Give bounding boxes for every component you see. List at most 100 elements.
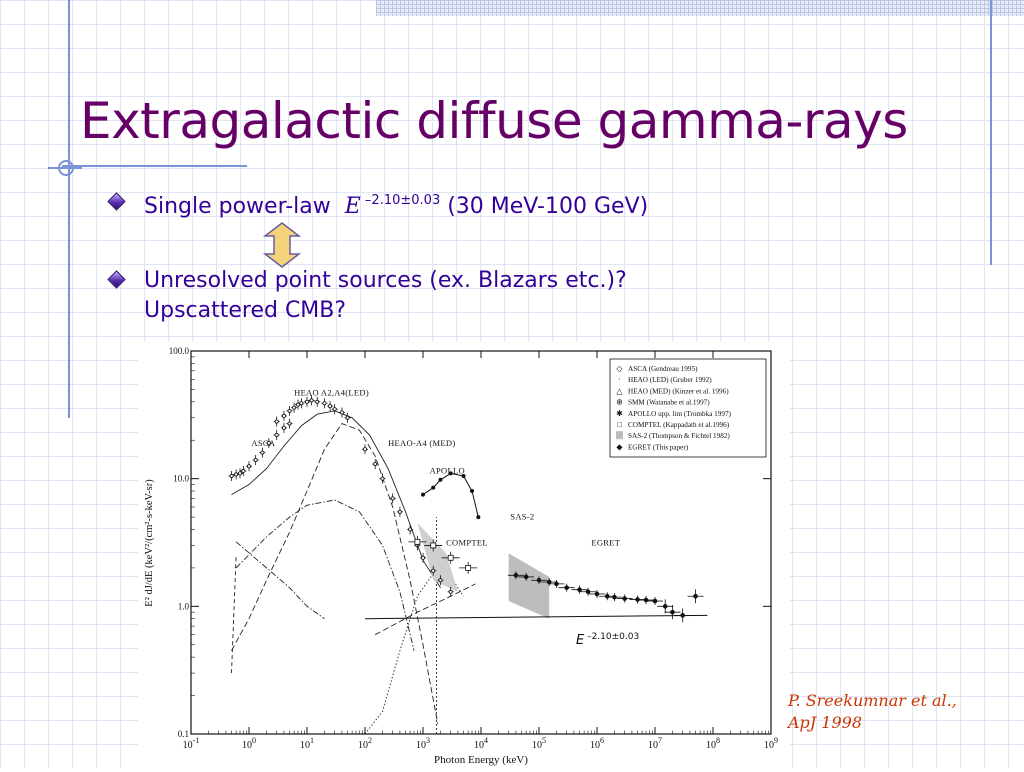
energy-range: (30 MeV-100 GeV) <box>440 194 649 219</box>
data-point <box>577 587 582 592</box>
data-point <box>373 462 378 467</box>
data-point <box>431 485 436 490</box>
x-axis-label: Photon Energy (keV) <box>434 754 528 766</box>
legend-label: EGRET (This paper) <box>628 443 689 451</box>
series-heao-med- <box>362 444 454 597</box>
data-point <box>523 574 529 580</box>
data-point <box>585 589 591 595</box>
data-point <box>304 399 309 404</box>
data-point <box>260 450 265 455</box>
series-heao-led- <box>273 395 351 427</box>
chart-annotation: COMPTEL <box>446 537 488 547</box>
y-tick-label: 100.0 <box>169 346 190 356</box>
legend-box <box>609 358 767 458</box>
data-point <box>465 565 472 571</box>
data-point <box>309 398 314 403</box>
citation-line2: ApJ 1998 <box>788 713 863 732</box>
series-egret <box>507 571 704 623</box>
data-point <box>438 578 443 583</box>
data-point <box>438 477 443 482</box>
dashed-model-curve <box>231 423 439 724</box>
data-point <box>513 573 519 578</box>
x-tick-label: 101 <box>300 736 314 751</box>
data-point <box>554 581 559 587</box>
x-tick-label: 105 <box>532 736 546 751</box>
legend-label: APOLLO upp. lim (Trombka 1997) <box>628 410 732 418</box>
x-tick-label: 108 <box>706 736 720 751</box>
data-point <box>635 597 640 602</box>
data-point <box>390 496 395 501</box>
data-point <box>693 593 698 599</box>
data-point <box>652 598 658 604</box>
dashed-low-curve <box>231 555 237 674</box>
data-point <box>362 447 367 452</box>
data-point <box>332 407 337 412</box>
chart-annotation: ASCA <box>251 438 275 448</box>
data-point <box>299 401 304 406</box>
legend-symbol: · <box>618 375 621 384</box>
data-point <box>461 473 466 478</box>
series-asca <box>228 418 293 481</box>
data-point <box>536 577 542 583</box>
y-tick-label: 0.1 <box>178 729 189 739</box>
data-point <box>266 441 271 446</box>
data-point <box>420 555 425 560</box>
right-vertical-rule <box>990 0 992 265</box>
data-point <box>564 585 569 590</box>
data-point <box>345 415 350 420</box>
power-law-exponent: –2.10±0.03 <box>360 193 441 208</box>
legend-symbol: □ <box>617 420 622 429</box>
legend-symbol: ◇ <box>616 364 623 373</box>
data-point <box>281 413 286 418</box>
data-point <box>380 476 385 481</box>
data-point <box>421 492 425 497</box>
chart-annotation: EGRET <box>591 537 620 547</box>
power-law-exponent-label: –2.10±0.03 <box>584 632 639 642</box>
legend-label: SMM (Watanabe et al.1997) <box>628 399 710 407</box>
legend-symbol: ✱ <box>616 409 623 418</box>
data-point <box>431 568 436 573</box>
title-underline <box>62 165 247 167</box>
data-point <box>339 410 344 415</box>
double-arrow-icon <box>262 222 302 268</box>
power-law-symbol: E <box>576 633 585 648</box>
legend-symbol <box>616 431 623 440</box>
power-law-fit-line <box>364 614 708 620</box>
bullet-power-law: Single power-law E –2.10±0.03 (30 MeV-10… <box>144 186 648 222</box>
data-point <box>274 432 279 437</box>
bullet-power-law-prefix: Single power-law <box>144 194 345 219</box>
slide-title: Extragalactic diffuse gamma-rays <box>80 92 908 150</box>
data-point <box>253 458 258 463</box>
data-point <box>322 401 327 406</box>
legend-label: HEAO (LED) (Gruber 1992) <box>628 376 712 384</box>
series-comptel <box>408 535 478 574</box>
x-tick-label: 109 <box>764 736 778 751</box>
data-point <box>546 579 552 585</box>
data-point <box>643 597 649 603</box>
data-point <box>430 542 437 549</box>
x-tick-label: 102 <box>358 736 372 751</box>
data-point <box>287 421 292 426</box>
x-tick-label: 104 <box>474 736 488 751</box>
y-tick-label: 10.0 <box>173 474 189 484</box>
x-tick-label: 100 <box>242 736 256 751</box>
citation-line1: P. Sreekumnar et al., <box>788 691 957 710</box>
bullet-origins-line2: Upscattered CMB? <box>144 298 347 323</box>
chart-annotation: HEAO A2,A4(LED) <box>294 387 369 397</box>
data-point <box>229 473 234 478</box>
energy-symbol: E <box>344 194 361 219</box>
data-point <box>247 464 252 469</box>
spectrum-chart: 10-1 100 101 102 103 104 105 106 107 108 109100.01… <box>144 346 778 766</box>
data-point <box>292 405 297 410</box>
heao-med-band <box>417 522 458 592</box>
left-vertical-rule <box>68 0 70 418</box>
chart-annotation: APOLLO <box>430 465 465 475</box>
data-point <box>470 489 475 494</box>
legend-symbol: △ <box>616 386 623 395</box>
x-tick-label: 103 <box>416 736 430 751</box>
data-point <box>238 471 243 476</box>
apollo-line <box>422 472 479 518</box>
power-law-label: E –2.10±0.03 <box>576 632 639 648</box>
data-point <box>414 538 421 545</box>
dotted-model-curve <box>364 573 464 735</box>
